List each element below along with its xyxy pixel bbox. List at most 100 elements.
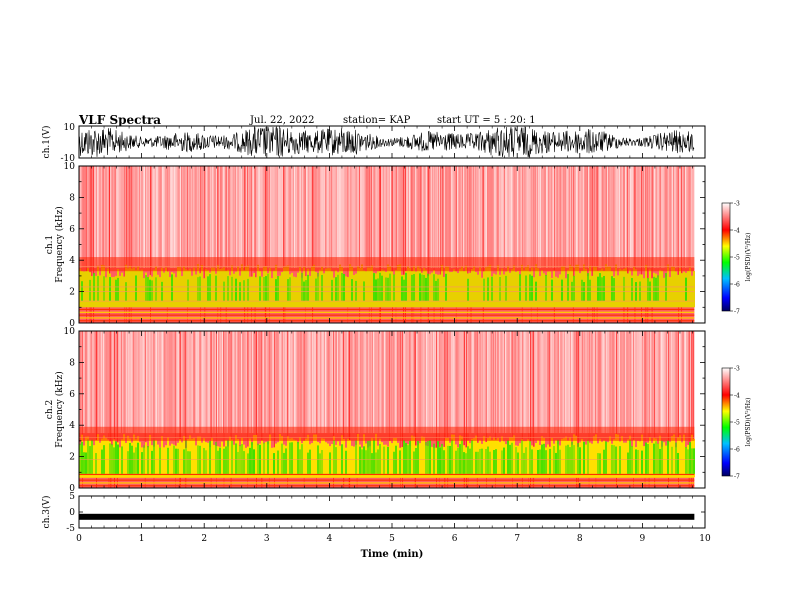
ch2-spectrogram-green-column bbox=[225, 446, 227, 474]
ch2-spectrogram-band-column bbox=[327, 443, 329, 478]
ch2-spectrogram-green-column bbox=[417, 440, 419, 474]
ch2-spectrogram-pixel-column bbox=[293, 331, 295, 434]
ch2-spectrogram-band-column bbox=[563, 438, 565, 478]
x-ticks bbox=[78, 126, 706, 158]
ch2-spectrogram-pixel-column bbox=[663, 331, 665, 434]
ch1-spectrogram-streak bbox=[269, 166, 270, 323]
ch2-spectrogram-pixel-column bbox=[190, 331, 192, 434]
ch2-spectrogram-pixel-column bbox=[207, 331, 209, 434]
ch1-spectrogram-pixel-column bbox=[244, 166, 246, 269]
ch1-spectrogram-pixel-column bbox=[647, 166, 649, 269]
ch1-spectrogram-pixel-column bbox=[568, 166, 570, 269]
ch1-spectrogram-green-column bbox=[289, 277, 291, 302]
ch2-spectrogram-pixel-column bbox=[265, 331, 267, 434]
ch2-spectrogram-pixel-column bbox=[256, 331, 258, 434]
ch1-spectrogram-streak bbox=[284, 166, 286, 323]
ch2-spectrogram-streak bbox=[223, 331, 225, 488]
ch1-spectrogram-pixel-column bbox=[667, 166, 669, 269]
ch1-spectrogram-pixel-column bbox=[155, 166, 157, 269]
ch1-spectrogram-band-column bbox=[283, 267, 285, 308]
ch1-spectrogram-pixel-column bbox=[338, 166, 340, 269]
ch2-spectrogram-pixel-column bbox=[500, 331, 502, 434]
ch1-spectrogram-green-column bbox=[247, 278, 249, 302]
ch1-spectrogram-band-column bbox=[475, 272, 477, 308]
ch1-spectrogram-streak bbox=[128, 166, 130, 323]
ch1-spectrogram-pixel-column bbox=[352, 166, 354, 269]
ch2-spectrogram-band-column bbox=[389, 441, 391, 478]
station-label: station= KAP bbox=[343, 115, 411, 126]
ch2-spectrogram-green-column bbox=[87, 439, 89, 474]
ch1-spectrogram-pixel-column bbox=[278, 166, 280, 269]
ch2-spectrogram-band-column bbox=[213, 444, 215, 478]
ch1-spectrogram-streak bbox=[200, 166, 201, 323]
ch2-spectrogram-pixel-column bbox=[107, 331, 109, 434]
ch2-spectrogram-pixel-column bbox=[424, 331, 426, 434]
ch2-spectrogram-pixel-column bbox=[253, 331, 255, 434]
ch2-spectrogram-pixel-column bbox=[356, 331, 358, 434]
ch1-spectrogram-band-column bbox=[569, 264, 571, 308]
ch2-spectrogram-green-column bbox=[301, 444, 303, 474]
ch2-spectrogram-green-column bbox=[175, 448, 177, 474]
ch2-spectrogram-pixel-column bbox=[182, 331, 184, 434]
ch1-spectrogram-streak bbox=[521, 166, 523, 323]
ch1-spectrogram-pixel-column bbox=[529, 166, 531, 269]
ch2-spectrogram-band-column bbox=[453, 434, 455, 478]
ch2-spectrogram-green-column bbox=[409, 440, 411, 474]
ch1-spectrogram-green-column bbox=[573, 275, 575, 302]
ch1-spectrogram-band-column bbox=[459, 268, 461, 308]
ch2-spectrogram-green-column bbox=[333, 439, 335, 474]
ch1-spectrogram-pixel-column bbox=[680, 166, 682, 269]
ch2-spectrogram-pixel-column bbox=[81, 331, 83, 434]
ch1-spectrogram-band-column bbox=[577, 264, 579, 308]
ch1-spectrogram-streak bbox=[283, 166, 285, 323]
ch1-spectrogram-streak bbox=[596, 166, 598, 323]
ch2-spectrogram-pixel-column bbox=[619, 331, 621, 434]
x-tick-label: 3 bbox=[264, 534, 270, 544]
ch2-spectrogram-streak bbox=[692, 331, 694, 488]
ch1-spectrogram-band-column bbox=[679, 267, 681, 308]
ch2-spectrogram-low-stripe bbox=[79, 485, 695, 487]
ch1-spectrogram-streak bbox=[225, 166, 227, 323]
ch1-spectrogram-pixel-column bbox=[412, 166, 414, 269]
ch2-spectrogram-green-column bbox=[115, 441, 117, 474]
ch2-spectrogram-green-column bbox=[587, 439, 589, 474]
ch2-spectrogram-pixel-column bbox=[287, 331, 289, 434]
ch2-spectrogram-pixel-column bbox=[215, 331, 217, 434]
ch1-spectrogram-colorbar-tick-label: -7 bbox=[734, 309, 740, 316]
ch2-spectrogram-pixel-column bbox=[544, 331, 546, 434]
ch1-spectrogram-green-column bbox=[215, 275, 217, 302]
ch1-spectrogram-band-column bbox=[313, 264, 315, 308]
ch1-spectrogram-green-column bbox=[171, 274, 173, 302]
ch2-spectrogram-streak bbox=[521, 331, 523, 488]
ch2-spectrogram-streak bbox=[595, 331, 597, 488]
ch1-spectrogram-pixel-column bbox=[253, 166, 255, 269]
ch2-spectrogram-streak bbox=[530, 331, 532, 488]
ch1-spectrogram-band-column bbox=[489, 264, 491, 308]
ch2-spectrogram-pixel-column bbox=[298, 331, 300, 434]
ch2-spectrogram-pixel-column bbox=[614, 331, 616, 434]
ch1-spectrogram-band-column bbox=[453, 269, 455, 308]
ch2-spectrogram-pixel-column bbox=[94, 331, 96, 434]
ch1-spectrogram-green-column bbox=[437, 278, 439, 302]
ch2-spectrogram-green-column bbox=[543, 443, 545, 474]
ch2-spectrogram-pixel-column bbox=[247, 331, 249, 434]
ch1-spectrogram-pixel-column bbox=[356, 166, 358, 269]
ch2-spectrogram-pixel-column bbox=[398, 331, 400, 434]
ch2-spectrogram-pixel-column bbox=[315, 331, 317, 434]
ch1-spectrogram-green-column bbox=[603, 275, 605, 302]
ch1-spectrogram-ytick-label: 4 bbox=[69, 256, 75, 266]
ch1-spectrogram-green-column bbox=[275, 279, 277, 302]
ch1-spectrogram-streak bbox=[403, 166, 404, 323]
ch1-spectrogram-band-column bbox=[553, 270, 555, 308]
ch1-spectrogram-pixel-column bbox=[485, 166, 487, 269]
ch1-spectrogram-band-column bbox=[365, 271, 367, 308]
ch1-spectrogram-streak bbox=[587, 166, 589, 323]
ch2-spectrogram-green-column bbox=[289, 442, 291, 474]
ch1-spectrogram-pixel-column bbox=[658, 166, 660, 269]
ch2-spectrogram-green-column bbox=[671, 446, 673, 474]
ch2-spectrogram-band-column bbox=[229, 436, 231, 478]
ch1-spectrogram-green-column bbox=[343, 274, 345, 302]
ch2-spectrogram-pixel-column bbox=[115, 331, 117, 434]
ch2-spectrogram-green-column bbox=[541, 444, 543, 474]
ch2-spectrogram-colorbar-tick-label: -6 bbox=[734, 447, 740, 454]
